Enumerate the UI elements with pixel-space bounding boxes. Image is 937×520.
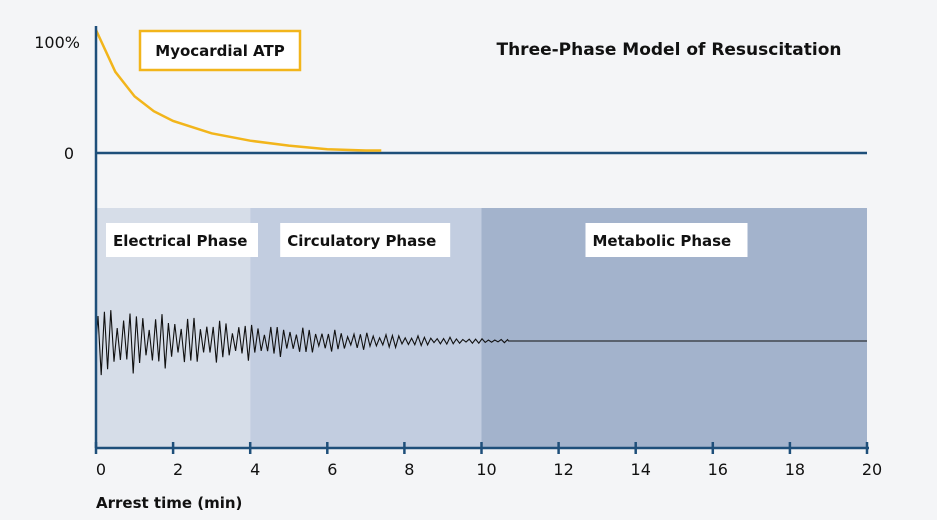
x-tick-label-8: 16 (708, 460, 728, 479)
x-tick-label-0: 0 (96, 460, 106, 479)
chart-title: Three-Phase Model of Resuscitation (496, 40, 841, 60)
x-tick-label-7: 14 (631, 460, 651, 479)
x-tick-label-9: 18 (785, 460, 805, 479)
phase-labels: Electrical Phase Circulatory Phase Metabol… (106, 223, 748, 257)
y-tick-label-0: 0 (64, 144, 74, 163)
x-tick-label-1: 2 (173, 460, 183, 479)
x-tick-label-5: 10 (476, 460, 496, 479)
phase-label-1: Circulatory Phase (287, 232, 436, 250)
x-tick-label-2: 4 (250, 460, 260, 479)
phase-label-0: Electrical Phase (113, 232, 247, 250)
x-tick-label-4: 8 (404, 460, 414, 479)
x-tick-label-10: 20 (862, 460, 882, 479)
atp-legend-label: Myocardial ATP (155, 42, 284, 60)
y-tick-label-100: 100% (34, 33, 80, 52)
x-axis-title: Arrest time (min) (96, 494, 242, 512)
phase-label-2: Metabolic Phase (593, 232, 732, 250)
x-tick-label-6: 12 (553, 460, 573, 479)
x-tick-label-3: 6 (327, 460, 337, 479)
